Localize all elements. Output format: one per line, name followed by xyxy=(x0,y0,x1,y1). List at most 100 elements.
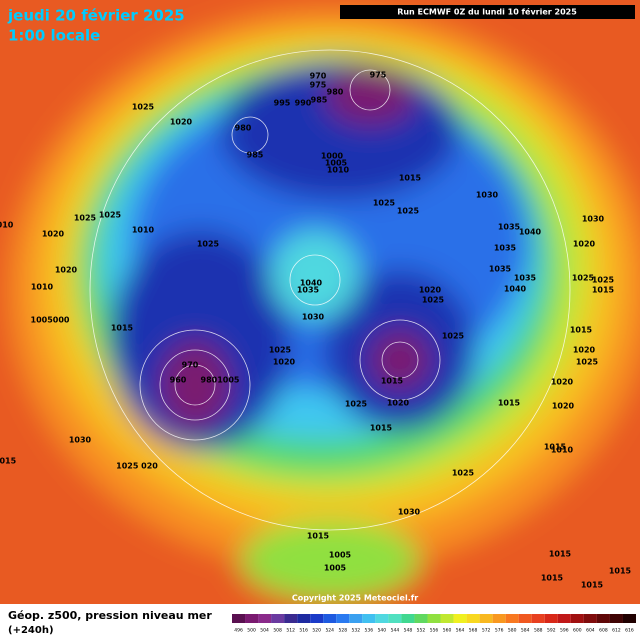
isobar-label: 1010 xyxy=(327,166,350,175)
isobar-label: 1035 xyxy=(297,286,320,295)
colorbar-cell xyxy=(544,614,558,623)
isobar-label: 1030 xyxy=(476,191,499,200)
isobar-label: 1005000 xyxy=(31,316,70,325)
isobar-label: 1015 xyxy=(498,399,521,408)
isobar-label: 1020 xyxy=(170,118,193,127)
colorbar-cell xyxy=(609,614,623,623)
colorbar-label: 612 xyxy=(612,628,621,634)
colorbar-cell xyxy=(310,614,324,623)
isobar-label: 1025 xyxy=(452,469,475,478)
colorbar-label: 592 xyxy=(547,628,556,634)
isobar-label: 990 xyxy=(295,99,312,108)
colorbar-label: 580 xyxy=(508,628,517,634)
isobar-label: 1030 xyxy=(398,508,421,517)
isobar-label: 1015 xyxy=(544,443,567,452)
colorbar-cell xyxy=(596,614,610,623)
colorbar-cell xyxy=(466,614,480,623)
colorbar-cell xyxy=(622,614,636,623)
colorbar-label: 544 xyxy=(391,628,400,634)
isobar-label: 1015 xyxy=(570,326,593,335)
colorbar-label: 536 xyxy=(365,628,374,634)
colorbar-label: 520 xyxy=(312,628,321,634)
isobar-label: 1015 xyxy=(592,286,615,295)
isobar-label: 1020 xyxy=(273,358,296,367)
colorbar-label: 596 xyxy=(560,628,569,634)
colorbar-cell xyxy=(570,614,584,623)
colorbar-label: 504 xyxy=(260,628,269,634)
isobar-label: 1025 xyxy=(373,199,396,208)
isobar-label: 1025 xyxy=(592,276,615,285)
colorbar-label: 524 xyxy=(325,628,334,634)
isobar-label: 1025 xyxy=(345,400,368,409)
colorbar-label: 540 xyxy=(378,628,387,634)
colorbar-cell xyxy=(245,614,259,623)
isobar-label: 1020 xyxy=(387,399,410,408)
colorbar-label: 572 xyxy=(482,628,491,634)
isobar-label: 1005 xyxy=(329,551,352,560)
isobar-label: 1020 xyxy=(42,230,65,239)
colorbar-cell xyxy=(388,614,402,623)
isobar-label: 1015 xyxy=(381,377,404,386)
isobar-label: 1010 xyxy=(31,283,54,292)
isobar-label: 1025 xyxy=(74,214,97,223)
isobar-label: 1020 xyxy=(551,378,574,387)
isobar-label: 1010 xyxy=(132,226,155,235)
colorbar-cell xyxy=(232,614,246,623)
isobar-label: 1025 xyxy=(99,211,122,220)
isobars xyxy=(89,49,571,531)
isobar-label: 975 xyxy=(310,81,327,90)
colorbar-label: 564 xyxy=(456,628,465,634)
isobar-label: 960 xyxy=(170,376,187,385)
colorbar-cell xyxy=(557,614,571,623)
colorbar-cell xyxy=(336,614,350,623)
colorbar-label: 616 xyxy=(625,628,634,634)
colorbar-label: 516 xyxy=(299,628,308,634)
isobar-label: 975 xyxy=(370,71,387,80)
isobar-label: 1025 xyxy=(132,103,155,112)
isobar-label: 1025 xyxy=(442,332,465,341)
colorbar-label: 512 xyxy=(286,628,295,634)
isobar-label: 1015 xyxy=(111,324,134,333)
colorbar-label: 528 xyxy=(338,628,347,634)
isobar-label: 1035 xyxy=(514,274,537,283)
colorbar-cell xyxy=(531,614,545,623)
isobar-label: 980 xyxy=(327,88,344,97)
isobar-label: 1015 xyxy=(0,457,17,466)
colorbar-cell xyxy=(349,614,363,623)
colorbar-cell xyxy=(427,614,441,623)
isobar-label: 1020 xyxy=(573,240,596,249)
colorbar-label: 532 xyxy=(352,628,361,634)
colorbar-cell xyxy=(284,614,298,623)
colorbar-cell xyxy=(518,614,532,623)
colorbar-label: 568 xyxy=(469,628,478,634)
isobar-label: 1015 xyxy=(307,532,330,541)
isobar-label: 1025 xyxy=(576,358,599,367)
isobar-label: 1035 xyxy=(489,265,512,274)
isobar-label: 1035 xyxy=(494,244,517,253)
colorbar-label: 608 xyxy=(599,628,608,634)
colorbar-cell xyxy=(271,614,285,623)
isobar-label: 1025 xyxy=(422,296,445,305)
isobar-label: 1015 xyxy=(541,574,564,583)
isobar-label: 1025 020 xyxy=(116,462,158,471)
run-box xyxy=(340,5,635,19)
colorbar-label: 584 xyxy=(521,628,530,634)
time: 1:00 locale xyxy=(8,27,100,45)
colorbar-cell xyxy=(414,614,428,623)
colorbar-label: 576 xyxy=(495,628,504,634)
colorbar-label: 548 xyxy=(404,628,413,634)
copyright: Copyright 2025 Meteociel.fr xyxy=(292,594,418,603)
isobar-label: 1020 xyxy=(55,266,78,275)
colorbar-label: 552 xyxy=(417,628,426,634)
lead: (+240h) xyxy=(8,625,54,636)
isobar-label: 1015 xyxy=(549,550,572,559)
footer-title: Géop. z500, pression niveau mer xyxy=(8,609,212,622)
colorbar-label: 556 xyxy=(430,628,439,634)
isobar-label: 1040 xyxy=(504,285,527,294)
colorbar-cell xyxy=(453,614,467,623)
isobar-label: 1040 xyxy=(519,228,542,237)
isobar-label: 1025 xyxy=(197,240,220,249)
isobar-label: 1015 xyxy=(399,174,422,183)
